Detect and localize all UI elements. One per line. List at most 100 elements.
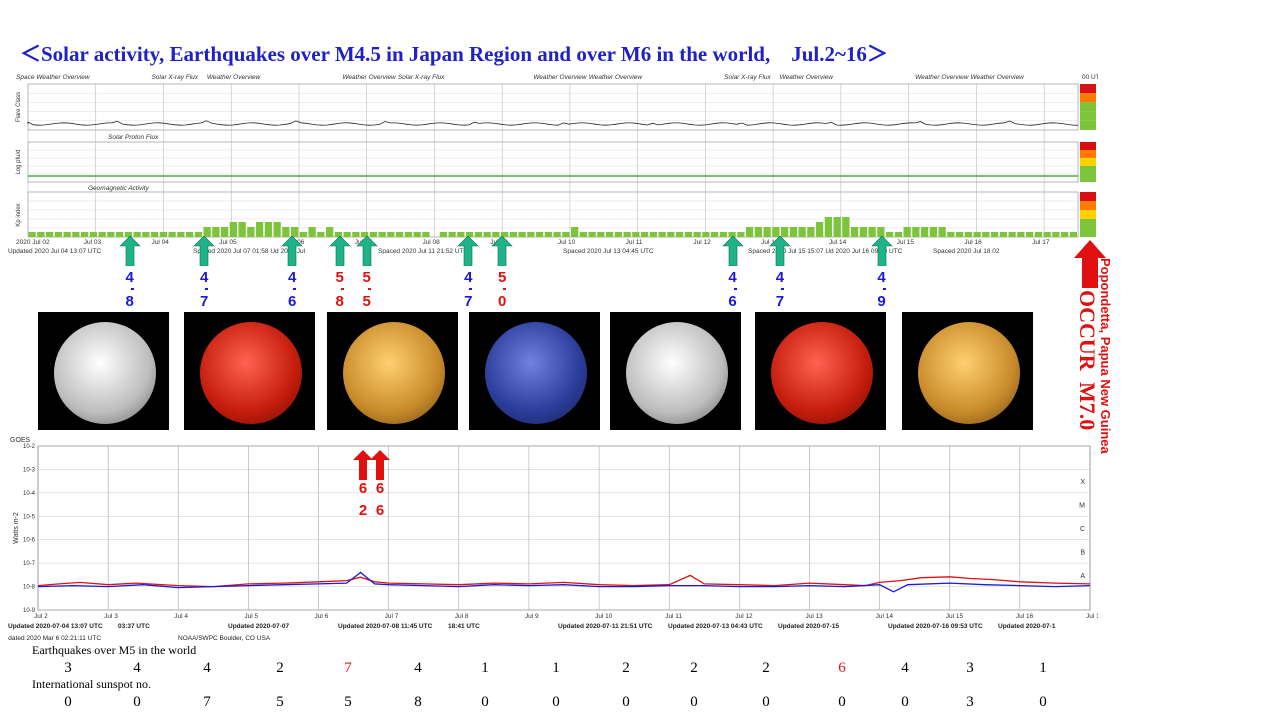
overview-header-label: Space Weather Overview bbox=[16, 74, 91, 81]
sun-disc bbox=[343, 322, 445, 424]
kp-bar bbox=[588, 232, 596, 237]
kp-bar bbox=[1026, 232, 1034, 237]
overview-scale-block bbox=[1080, 201, 1096, 210]
overview-updated-label: Spaced 2020 Jul 07 01:58 Ud 2020 Jul bbox=[193, 248, 306, 254]
magnitude-digit: 4 bbox=[775, 269, 785, 286]
red-up-arrow-shape bbox=[353, 450, 373, 480]
overview-scale-block bbox=[1080, 210, 1096, 219]
kp-bar bbox=[369, 232, 377, 237]
overview-subpanel bbox=[27, 191, 1079, 238]
kp-bar bbox=[352, 232, 360, 237]
kp-bar bbox=[632, 232, 640, 237]
kp-bar bbox=[833, 217, 841, 237]
kp-bar bbox=[63, 232, 71, 237]
kp-bar bbox=[1052, 232, 1060, 237]
magnitude-dot bbox=[293, 288, 297, 290]
overview-header-label: Weather Overview bbox=[915, 74, 970, 81]
overview-header-label: Weather Overview bbox=[342, 74, 397, 81]
earthquake-count: 4 bbox=[414, 660, 422, 676]
overview-date-label: Jul 05 bbox=[219, 239, 237, 246]
kp-bar bbox=[886, 232, 894, 237]
overview-header-label: Weather Overview bbox=[589, 74, 644, 81]
overview-scale-block bbox=[1080, 174, 1096, 182]
kp-bar bbox=[579, 232, 587, 237]
goes-class-label: C bbox=[1080, 526, 1085, 533]
up-arrow-shape bbox=[281, 235, 303, 267]
kp-bar bbox=[999, 232, 1007, 237]
overview-header-label: Weather Overview bbox=[533, 74, 588, 81]
sun-disc bbox=[771, 322, 873, 424]
sun-disc bbox=[918, 322, 1020, 424]
overview-subpanel bbox=[27, 83, 1079, 131]
magnitude-dot bbox=[205, 288, 209, 290]
kp-bar bbox=[474, 232, 482, 237]
earthquake-count: 2 bbox=[276, 660, 284, 676]
magnitude-digit: 7 bbox=[775, 293, 785, 310]
kp-bar bbox=[308, 227, 316, 237]
kp-bar bbox=[658, 232, 666, 237]
sunspot-count: 0 bbox=[552, 694, 560, 710]
kp-bar bbox=[606, 232, 614, 237]
papua-occur-label: OCCUR M7.0 bbox=[1074, 290, 1100, 430]
up-arrow-icon bbox=[870, 235, 893, 267]
goes-xray-panel: GOES 10-2 10-3 10-4 10-5 10-6 10-7 10-8 10-9 X M C B… bbox=[0, 430, 1104, 642]
overview-right-label: 00 UTC bbox=[1082, 74, 1098, 81]
kp-bar bbox=[89, 232, 97, 237]
earthquake-count: 4 bbox=[203, 660, 211, 676]
kp-bar bbox=[413, 232, 421, 237]
red-up-arrow-icon bbox=[370, 450, 390, 480]
kp-bar bbox=[457, 232, 465, 237]
kp-bar bbox=[107, 232, 115, 237]
kp-bar bbox=[1017, 232, 1025, 237]
xray-flux-line bbox=[27, 120, 1079, 126]
overview-header-label: Weather Overview bbox=[780, 74, 835, 81]
sunspot-count: 7 bbox=[203, 694, 211, 710]
magnitude-digit: 4 bbox=[288, 269, 297, 286]
kp-bar bbox=[238, 222, 246, 237]
kp-bar bbox=[702, 232, 710, 237]
kp-bar bbox=[763, 227, 771, 237]
papua-occur-text: OCCUR bbox=[1075, 290, 1100, 371]
goes-class-label: A bbox=[1080, 573, 1085, 580]
earthquake-count: 4 bbox=[901, 660, 909, 676]
kp-bar bbox=[912, 227, 920, 237]
overview-updated-label: Spaced 2020 Jul 13 04:45 UTC bbox=[563, 248, 654, 254]
up-arrow-icon bbox=[118, 235, 141, 267]
earthquake-count: 4 bbox=[133, 660, 141, 676]
earthquake-count: 2 bbox=[690, 660, 698, 676]
kp-bar bbox=[921, 227, 929, 237]
magnitude-digit: 7 bbox=[199, 293, 209, 310]
kp-bar bbox=[282, 227, 290, 237]
goes-bottom-center: NOAA/SWPC Boulder, CO USA bbox=[178, 635, 271, 642]
up-arrow-shape bbox=[328, 235, 351, 267]
sun-disc bbox=[485, 322, 587, 424]
up-arrow-icon bbox=[355, 235, 378, 267]
magnitude-digit: 4 bbox=[728, 269, 737, 286]
kp-bar bbox=[221, 227, 229, 237]
magnitude-dot bbox=[340, 288, 344, 290]
overview-date-label: Jul 16 bbox=[964, 239, 982, 246]
goes-magnitude-digit: 6 bbox=[375, 502, 385, 519]
kp-bar bbox=[509, 232, 517, 237]
goes-class-label: B bbox=[1080, 549, 1085, 556]
kp-bar bbox=[947, 232, 955, 237]
up-arrow-shape bbox=[355, 235, 378, 267]
kp-bar bbox=[133, 232, 141, 237]
sun-disc bbox=[54, 322, 156, 424]
kp-bar bbox=[317, 232, 325, 237]
overview-y-label: Kp index bbox=[16, 203, 22, 226]
kp-bar bbox=[72, 232, 80, 237]
kp-bar bbox=[676, 232, 684, 237]
kp-bar bbox=[824, 217, 832, 237]
sunspot-count: 0 bbox=[762, 694, 770, 710]
red-up-arrow-shape bbox=[370, 450, 390, 480]
sunspot-count: 0 bbox=[1039, 694, 1047, 710]
goes-footer-label: Updated 2020-07-13 04:43 UTC bbox=[668, 623, 763, 630]
sun-image-thumbnail: 2020/7/7 Coronal hole bbox=[327, 312, 458, 444]
kp-bar bbox=[964, 232, 972, 237]
papua-annotation bbox=[1074, 240, 1120, 475]
earthquake-count: 6 bbox=[838, 660, 846, 676]
goes-x-label: Jul 8 bbox=[455, 613, 469, 620]
